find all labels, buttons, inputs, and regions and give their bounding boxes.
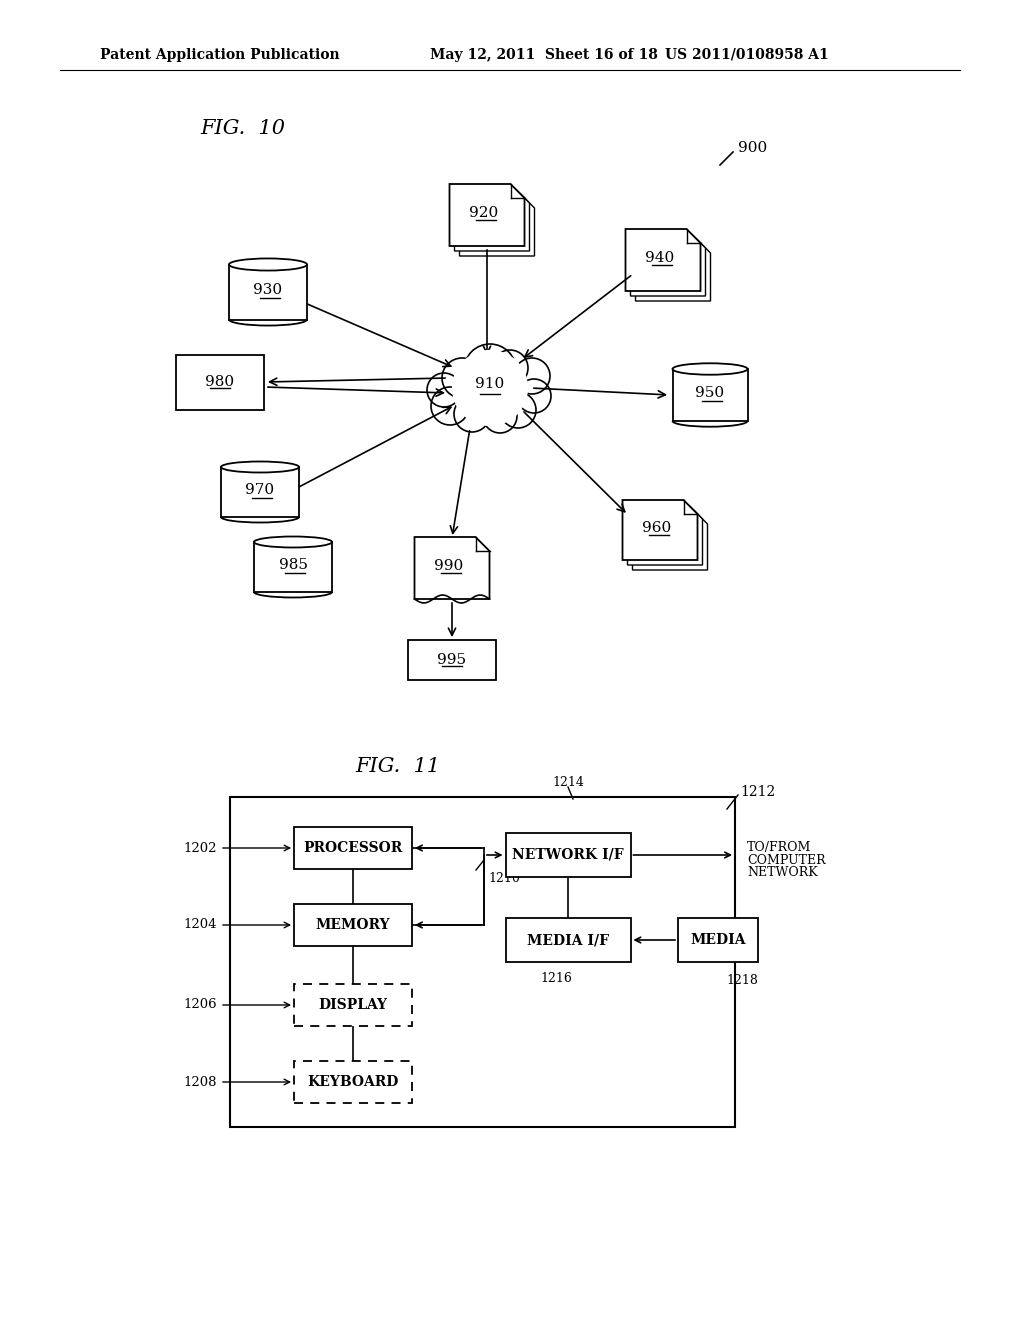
Polygon shape (628, 506, 702, 565)
Circle shape (453, 351, 527, 425)
Circle shape (517, 379, 551, 413)
Text: KEYBOARD: KEYBOARD (307, 1074, 398, 1089)
Text: 985: 985 (279, 558, 307, 572)
Text: 900: 900 (738, 141, 767, 154)
Text: MEDIA: MEDIA (690, 933, 745, 946)
Circle shape (492, 350, 528, 385)
Bar (294, 1061, 412, 1104)
Polygon shape (415, 537, 489, 599)
Text: MEMORY: MEMORY (315, 917, 390, 932)
Bar (294, 828, 412, 869)
Ellipse shape (673, 363, 748, 375)
Text: 910: 910 (475, 378, 505, 391)
Text: 990: 990 (434, 558, 464, 573)
Text: 960: 960 (642, 521, 672, 535)
Text: 1212: 1212 (740, 785, 775, 799)
Text: 1218: 1218 (726, 974, 758, 986)
Text: 980: 980 (206, 375, 234, 389)
Circle shape (454, 396, 490, 432)
Polygon shape (455, 189, 529, 251)
Text: 1216: 1216 (540, 972, 572, 985)
Text: US 2011/0108958 A1: US 2011/0108958 A1 (665, 48, 828, 62)
Text: 1214: 1214 (552, 776, 584, 788)
Bar (678, 917, 758, 962)
Circle shape (514, 358, 550, 393)
Text: TO/FROM: TO/FROM (746, 841, 811, 854)
Text: 1210: 1210 (488, 871, 520, 884)
Bar (506, 833, 631, 876)
Bar (230, 797, 735, 1127)
Circle shape (464, 345, 516, 396)
Ellipse shape (229, 259, 307, 271)
Text: PROCESSOR: PROCESSOR (303, 841, 402, 855)
Text: MEDIA I/F: MEDIA I/F (527, 933, 609, 946)
Bar (673, 370, 748, 421)
Text: COMPUTER: COMPUTER (746, 854, 825, 866)
Text: 930: 930 (253, 282, 283, 297)
Text: 950: 950 (695, 385, 725, 400)
Bar (229, 264, 307, 319)
Circle shape (483, 399, 517, 433)
Text: 970: 970 (246, 483, 274, 498)
Text: NETWORK I/F: NETWORK I/F (512, 847, 624, 862)
Text: NETWORK: NETWORK (746, 866, 818, 879)
Circle shape (442, 358, 482, 399)
Ellipse shape (221, 462, 299, 473)
Circle shape (500, 392, 536, 428)
Circle shape (431, 387, 469, 425)
Text: DISPLAY: DISPLAY (318, 998, 387, 1012)
Ellipse shape (254, 536, 332, 548)
Polygon shape (623, 500, 697, 560)
Polygon shape (633, 510, 708, 570)
Bar (176, 355, 264, 409)
Bar (408, 640, 496, 680)
Polygon shape (626, 228, 700, 290)
Text: Patent Application Publication: Patent Application Publication (100, 48, 340, 62)
Text: 920: 920 (469, 206, 499, 220)
Bar (294, 983, 412, 1026)
Polygon shape (631, 234, 706, 296)
Text: May 12, 2011  Sheet 16 of 18: May 12, 2011 Sheet 16 of 18 (430, 48, 657, 62)
Text: 1204: 1204 (183, 919, 217, 932)
Bar (221, 467, 299, 517)
Text: FIG.  10: FIG. 10 (200, 119, 285, 137)
Text: 1208: 1208 (183, 1076, 217, 1089)
Text: 940: 940 (645, 251, 675, 265)
Polygon shape (450, 183, 524, 246)
Text: FIG.  11: FIG. 11 (355, 756, 440, 776)
Text: 995: 995 (437, 653, 467, 667)
Bar (254, 543, 332, 591)
Circle shape (427, 374, 461, 407)
Text: 1206: 1206 (183, 998, 217, 1011)
Polygon shape (460, 194, 535, 256)
Bar (294, 904, 412, 946)
Bar (506, 917, 631, 962)
Polygon shape (636, 239, 711, 301)
Text: 1202: 1202 (183, 842, 217, 854)
